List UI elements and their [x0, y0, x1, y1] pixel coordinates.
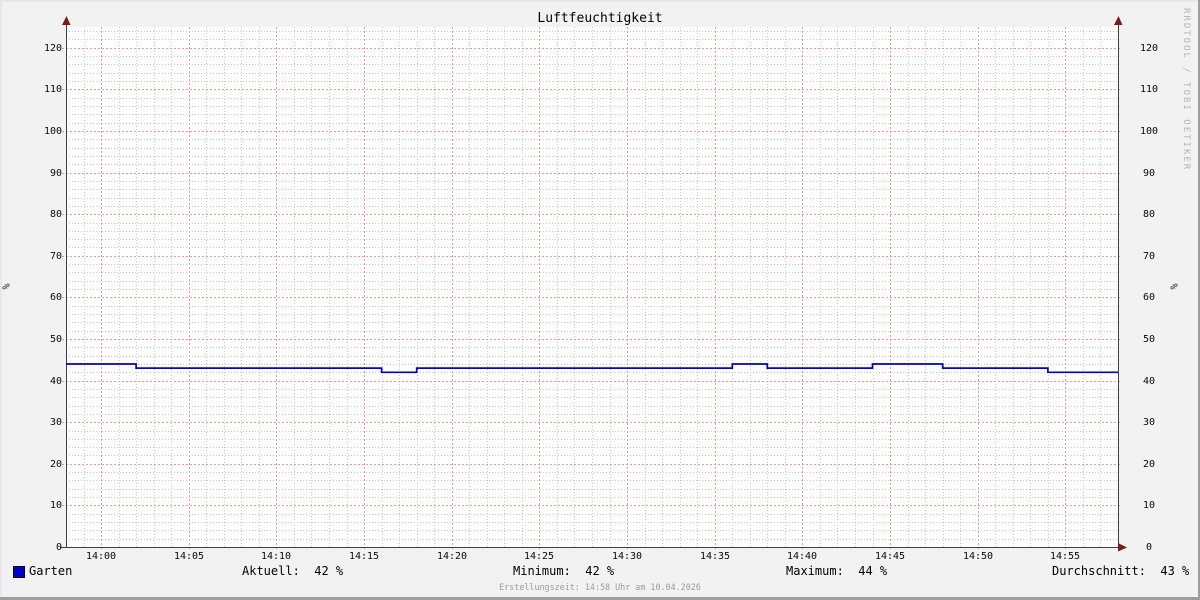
y-tick-right-50: 50	[1142, 334, 1156, 345]
y-tick-right-40: 40	[1142, 376, 1156, 387]
y-axis-unit-left: %	[1, 283, 13, 290]
y-tick-left-90: 90	[49, 168, 62, 179]
x-tick-1425: 14:25	[523, 551, 555, 562]
y-tick-right-90: 90	[1142, 168, 1156, 179]
stat-aktuell: Aktuell: 42 %	[242, 564, 344, 578]
x-tick-1400: 14:00	[85, 551, 117, 562]
y-tick-left-100: 100	[43, 126, 62, 137]
y-tick-left-50: 50	[49, 334, 62, 345]
x-tick-1435: 14:35	[699, 551, 731, 562]
x-tick-1405: 14:05	[173, 551, 205, 562]
series-line-garten	[66, 363, 1118, 374]
plot-canvas	[66, 27, 1118, 547]
x-tick-1415: 14:15	[348, 551, 380, 562]
y-tick-left-40: 40	[49, 376, 62, 387]
legend-color-swatch	[13, 566, 25, 578]
x-axis-arrow	[1118, 543, 1127, 552]
legend-series-label: Garten	[29, 564, 73, 578]
y-tick-right-30: 30	[1142, 417, 1156, 428]
y-tick-left-0: 0	[55, 542, 62, 553]
y-tick-left-10: 10	[49, 500, 62, 511]
y-tick-right-0: 0	[1145, 542, 1153, 553]
y-tick-right-60: 60	[1142, 292, 1156, 303]
y-tick-left-60: 60	[49, 292, 62, 303]
rrdtool-watermark: RRDTOOL / TOBI OETIKER	[1181, 8, 1191, 172]
x-tick-1445: 14:45	[874, 551, 906, 562]
y-tick-left-70: 70	[49, 251, 62, 262]
stat-minimum: Minimum: 42 %	[513, 564, 615, 578]
y-tick-left-30: 30	[49, 417, 62, 428]
y-tick-right-100: 100	[1139, 126, 1159, 137]
x-tick-1440: 14:40	[786, 551, 818, 562]
y-tick-right-80: 80	[1142, 209, 1156, 220]
y-tick-left-80: 80	[49, 209, 62, 220]
chart-title: Luftfeuchtigkeit	[537, 11, 663, 26]
y-tick-left-20: 20	[49, 459, 62, 470]
y-tick-right-70: 70	[1142, 251, 1156, 262]
y-tick-right-110: 110	[1139, 84, 1159, 95]
x-tick-1455: 14:55	[1049, 551, 1081, 562]
y-tick-left-120: 120	[43, 43, 62, 54]
x-tick-1450: 14:50	[962, 551, 994, 562]
y-axis-unit-right: %	[1167, 283, 1179, 290]
y-tick-right-20: 20	[1142, 459, 1156, 470]
stat-durchschnitt: Durchschnitt: 43 %	[1052, 564, 1190, 578]
y-axis-arrow-left	[62, 16, 71, 25]
x-tick-1430: 14:30	[611, 551, 643, 562]
y-tick-left-110: 110	[43, 84, 62, 95]
y-axis-arrow-right	[1114, 16, 1123, 25]
x-tick-1410: 14:10	[260, 551, 292, 562]
x-tick-1420: 14:20	[436, 551, 468, 562]
stat-maximum: Maximum: 44 %	[786, 564, 888, 578]
y-tick-right-120: 120	[1139, 43, 1159, 54]
creation-time-footer: Erstellungszeit: 14:58 Uhr am 10.04.2026	[499, 582, 701, 592]
y-tick-right-10: 10	[1142, 500, 1156, 511]
